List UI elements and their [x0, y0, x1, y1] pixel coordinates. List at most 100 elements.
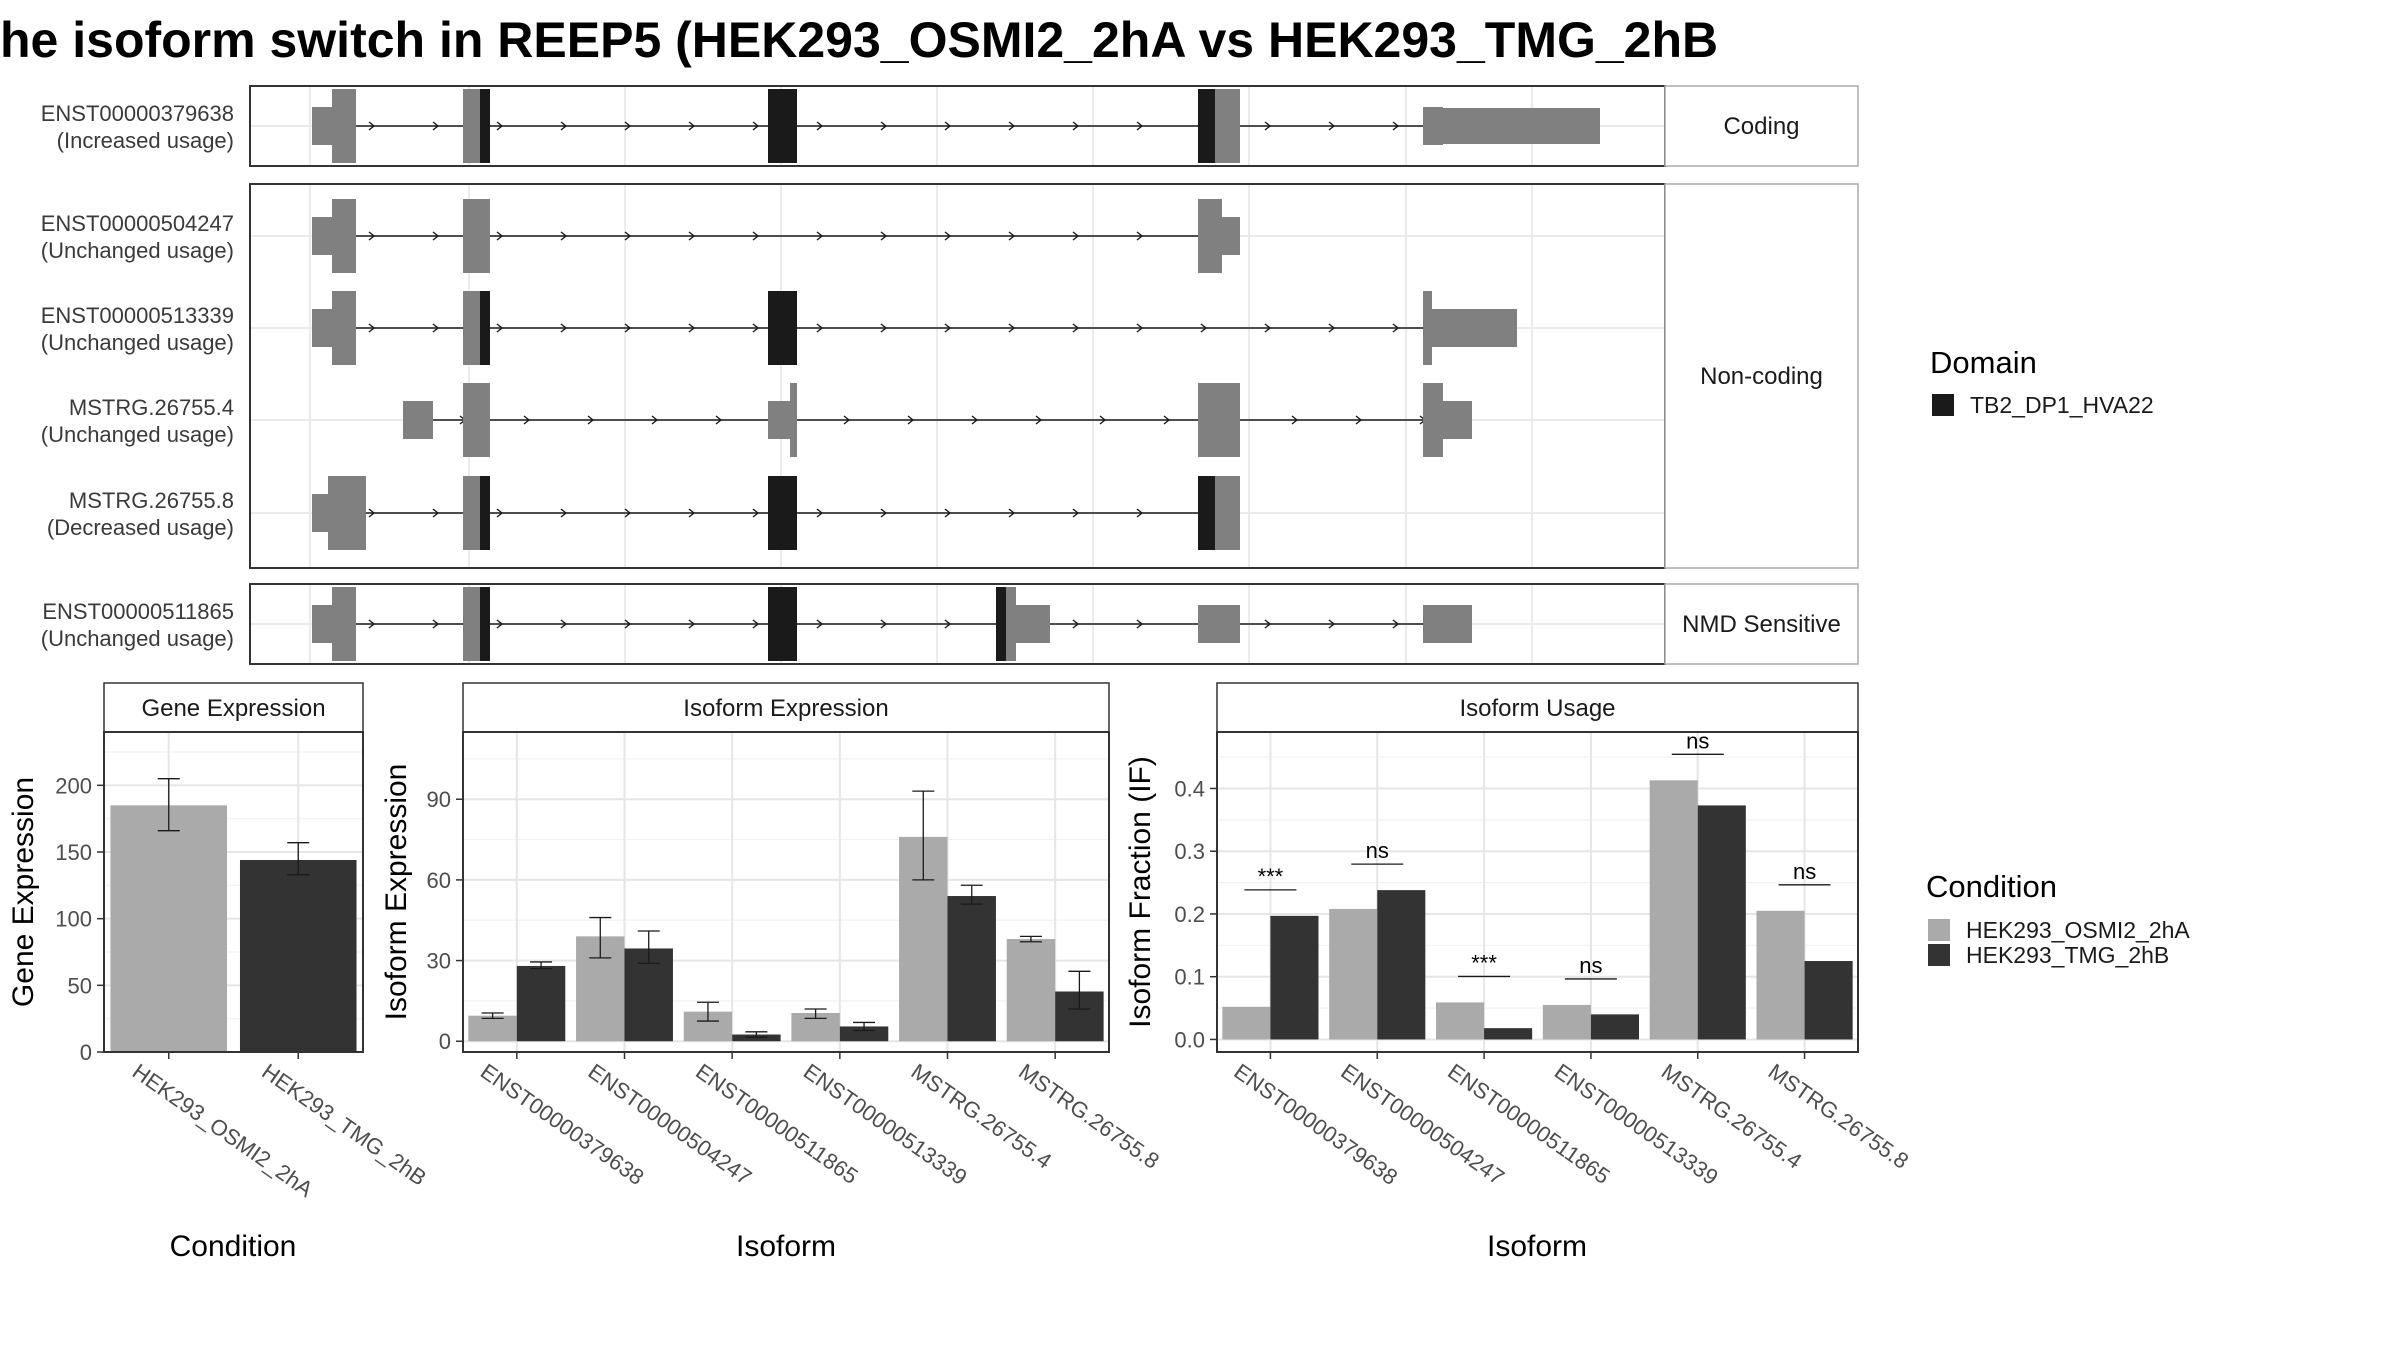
- strand-arrow: [560, 619, 568, 629]
- significance-label: ***: [1258, 864, 1284, 889]
- figure-title: he isoform switch in REEP5 (HEK293_OSMI2…: [0, 12, 1718, 68]
- exon-block: [463, 291, 480, 365]
- x-axis-title: Condition: [170, 1230, 297, 1263]
- legend-key: [1928, 944, 1950, 966]
- transcript-usage-label: (Decreased usage): [47, 515, 234, 540]
- exon-block: [332, 291, 356, 365]
- bar: [1697, 805, 1746, 1040]
- panel-title-strip: [103, 682, 364, 733]
- bar: [1804, 961, 1853, 1040]
- strand-arrow: [1035, 415, 1043, 425]
- strand-arrow: [624, 508, 632, 518]
- y-tick-label: 0: [439, 1029, 451, 1054]
- transcript-usage-label: (Unchanged usage): [41, 330, 234, 355]
- domain-segment: [768, 587, 797, 661]
- strand-arrow: [1163, 415, 1171, 425]
- exon-block: [463, 89, 480, 163]
- strand-arrow: [1136, 121, 1144, 131]
- strand-arrow: [1392, 619, 1400, 629]
- strand-arrow: [624, 323, 632, 333]
- strand-arrow: [368, 508, 376, 518]
- y-tick-label: 150: [55, 840, 92, 865]
- exon-block: [403, 401, 433, 439]
- strand-arrow: [752, 121, 760, 131]
- strand-arrow: [432, 619, 440, 629]
- exon-block: [1198, 383, 1240, 457]
- bar: [1590, 1014, 1639, 1040]
- exon-block: [1215, 89, 1240, 163]
- panel-title-strip: [462, 682, 1110, 733]
- exon-block: [312, 494, 328, 532]
- strand-arrow: [880, 323, 888, 333]
- category-strip-label: Coding: [1723, 113, 1799, 140]
- exon-block: [312, 309, 332, 347]
- strand-arrow: [624, 231, 632, 241]
- strand-arrow: [1008, 231, 1016, 241]
- domain-segment: [1198, 89, 1215, 163]
- strand-arrow: [944, 323, 952, 333]
- strand-arrow: [368, 231, 376, 241]
- strand-arrow: [368, 323, 376, 333]
- exon-block: [463, 383, 490, 457]
- strand-arrow: [368, 619, 376, 629]
- transcript-usage-label: (Unchanged usage): [41, 626, 234, 651]
- bar: [1542, 1004, 1591, 1040]
- strand-arrow: [1099, 415, 1107, 425]
- strand-arrow: [432, 231, 440, 241]
- category-strip-label: Non-coding: [1700, 363, 1823, 390]
- strand-arrow: [1328, 121, 1336, 131]
- strand-arrow: [752, 619, 760, 629]
- category-strip: [1664, 183, 1859, 569]
- strand-arrow: [651, 415, 659, 425]
- exon-block: [463, 199, 490, 273]
- bar: [1329, 908, 1378, 1040]
- transcript-row: [312, 476, 1240, 550]
- strand-arrow: [843, 415, 851, 425]
- strand-arrow: [944, 231, 952, 241]
- strand-arrow: [1072, 508, 1080, 518]
- exon-block: [463, 476, 480, 550]
- y-axis-title: Isoform Expression: [380, 764, 413, 1021]
- y-tick-label: 0: [80, 1040, 92, 1065]
- strand-arrow: [688, 231, 696, 241]
- y-tick-label: 0.4: [1174, 776, 1205, 801]
- strand-arrow: [816, 619, 824, 629]
- bar: [516, 965, 566, 1042]
- chart-panel: Isoform Expression0306090ENST00000379638…: [380, 682, 1164, 1263]
- strand-arrow: [944, 508, 952, 518]
- significance-label: ns: [1579, 953, 1602, 978]
- exon-block: [1016, 605, 1050, 643]
- panel-title: Gene Expression: [141, 695, 325, 722]
- exon-block: [1423, 383, 1443, 457]
- strand-arrow: [752, 323, 760, 333]
- strand-arrow: [688, 619, 696, 629]
- exon-block: [1423, 605, 1472, 643]
- y-tick-label: 90: [427, 787, 451, 812]
- domain-segment: [480, 476, 490, 550]
- transcript-usage-label: (Unchanged usage): [41, 422, 234, 447]
- condition-legend-label: HEK293_TMG_2hB: [1966, 942, 2169, 968]
- bar: [110, 805, 228, 1052]
- exon-block: [790, 383, 797, 457]
- y-tick-label: 0.2: [1174, 902, 1205, 927]
- bar: [1006, 939, 1056, 1042]
- significance-label: ns: [1366, 838, 1389, 863]
- strand-arrow: [587, 415, 595, 425]
- bar: [239, 860, 357, 1052]
- exon-block: [1198, 199, 1222, 273]
- exon-block: [1443, 401, 1472, 439]
- exon-block: [332, 587, 356, 661]
- strand-arrow: [1264, 121, 1272, 131]
- strand-arrow: [880, 619, 888, 629]
- transcript-name-label: ENST00000379638: [41, 101, 234, 126]
- strand-arrow: [880, 508, 888, 518]
- exon-block: [332, 199, 356, 273]
- strand-arrow: [624, 619, 632, 629]
- strand-arrow: [1008, 121, 1016, 131]
- strand-arrow: [496, 121, 504, 131]
- legends: Domain TB2_DP1_HVA22 Condition HEK293_OSMI2…: [1926, 345, 2190, 968]
- exon-block: [1423, 291, 1432, 365]
- bar: [839, 1026, 889, 1042]
- transcript-row: [312, 587, 1472, 661]
